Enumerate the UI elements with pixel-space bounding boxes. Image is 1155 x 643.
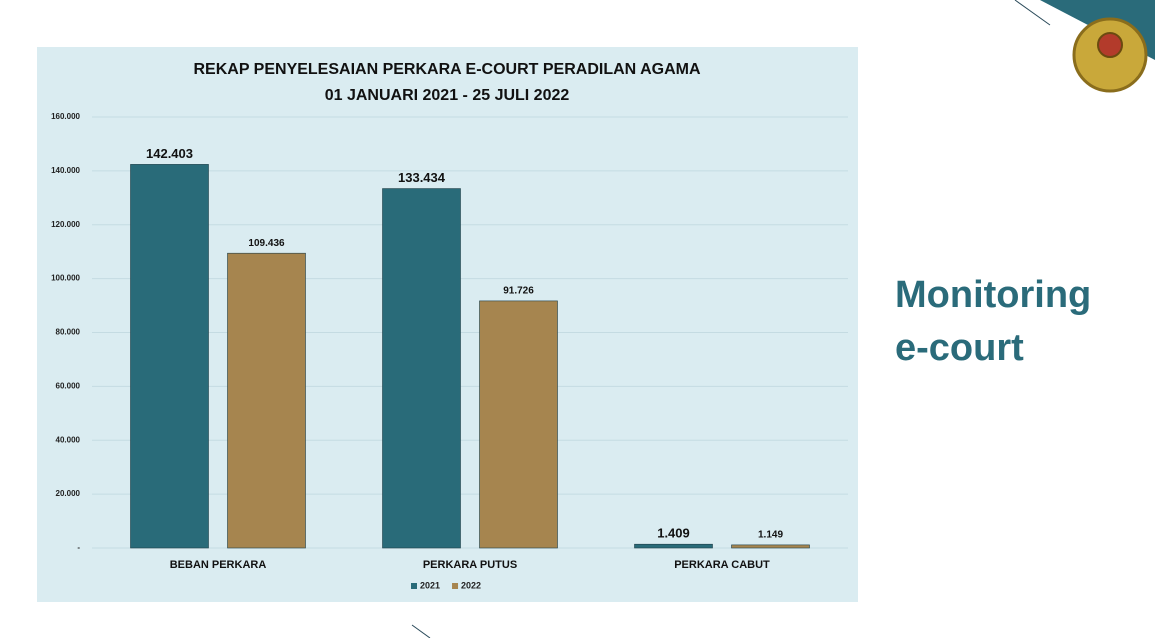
slide-heading: Monitoring (895, 274, 1091, 316)
chart-title: REKAP PENYELESAIAN PERKARA E-COURT PERAD… (194, 61, 701, 78)
y-tick-label: 100.000 (51, 274, 80, 283)
decor-line (1014, 0, 1051, 26)
bar (382, 188, 461, 549)
y-tick-label: 160.000 (51, 112, 80, 121)
bar (731, 544, 810, 549)
logo-emblem (1097, 32, 1123, 58)
bar (634, 543, 713, 549)
y-tick-label: 120.000 (51, 220, 80, 229)
y-tick-label: 80.000 (56, 328, 81, 337)
bar (479, 300, 558, 549)
chart-subtitle: 01 JANUARI 2021 - 25 JULI 2022 (325, 87, 570, 104)
legend-swatch (411, 583, 417, 589)
data-label: 1.409 (657, 526, 690, 541)
bar (130, 164, 209, 549)
y-tick-label: 20.000 (56, 489, 81, 498)
y-tick-label: 40.000 (56, 435, 81, 444)
data-label: 133.434 (398, 170, 446, 185)
data-label: 91.726 (503, 286, 534, 297)
data-label: 1.149 (758, 530, 783, 541)
data-label: 109.436 (248, 238, 285, 249)
data-label: 142.403 (146, 146, 193, 161)
legend-swatch (452, 583, 459, 589)
decor-line (411, 624, 431, 639)
x-tick-label: PERKARA PUTUS (423, 559, 517, 571)
legend-label: 2022 (461, 580, 481, 590)
y-tick-label: - (77, 543, 80, 552)
y-tick-label: 140.000 (51, 166, 80, 175)
x-tick-label: BEBAN PERKARA (170, 559, 267, 571)
bar (227, 252, 306, 549)
legend-label: 2021 (420, 580, 440, 590)
y-tick-label: 60.000 (56, 381, 81, 390)
x-tick-label: PERKARA CABUT (674, 559, 770, 571)
slide-heading: e-court (895, 327, 1024, 369)
